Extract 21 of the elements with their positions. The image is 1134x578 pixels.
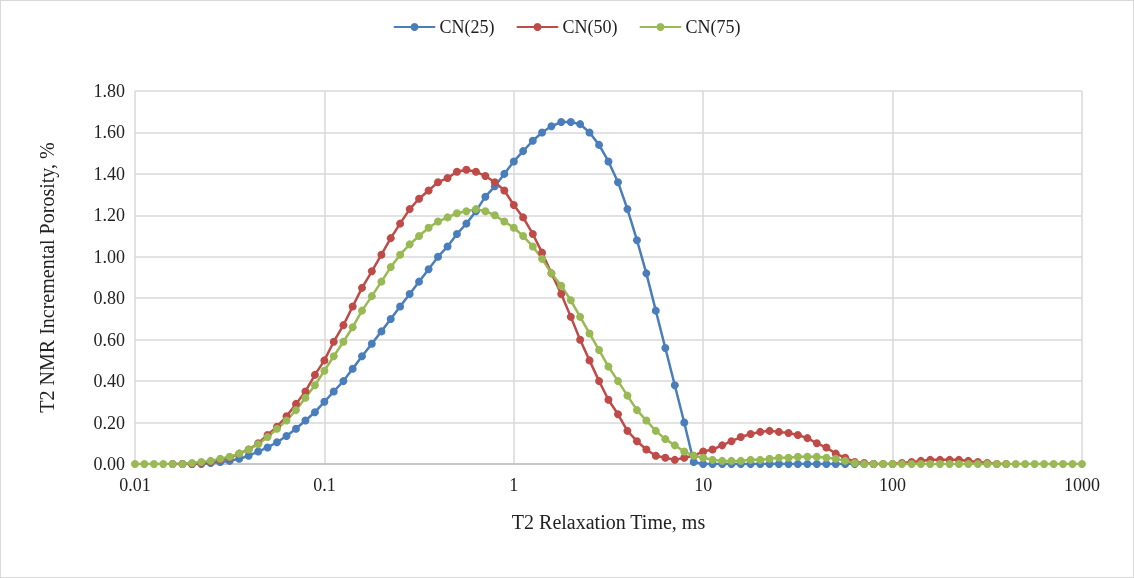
y-tick-label: 1.20 <box>93 205 125 226</box>
legend-label: CN(25) <box>439 17 495 38</box>
y-tick-label: 0.00 <box>93 454 125 474</box>
x-tick-label: 0.1 <box>313 475 336 495</box>
x-tick-label: 10 <box>694 475 713 495</box>
y-tick-label: 1.80 <box>93 81 125 101</box>
legend-label: CN(50) <box>562 17 618 38</box>
y-tick-label: 1.00 <box>93 246 125 267</box>
y-tick-label: 0.80 <box>93 288 125 309</box>
y-tick-label: 1.60 <box>93 122 125 143</box>
y-tick-label: 0.20 <box>93 412 125 433</box>
y-axis-title: T2 NMR Incremental Porosity, % <box>36 142 59 413</box>
x-tick-label: 1000 <box>1064 475 1100 495</box>
y-tick-label: 1.40 <box>93 163 125 184</box>
x-axis-title: T2 Relaxation Time, ms <box>511 511 706 533</box>
x-tick-label: 1 <box>509 475 519 495</box>
legend-label: CN(75) <box>685 17 741 38</box>
x-tick-label: 0.01 <box>119 475 151 495</box>
x-tick-label: 100 <box>879 475 907 495</box>
y-tick-label: 0.60 <box>93 329 125 350</box>
y-tick-label: 0.40 <box>93 371 125 392</box>
